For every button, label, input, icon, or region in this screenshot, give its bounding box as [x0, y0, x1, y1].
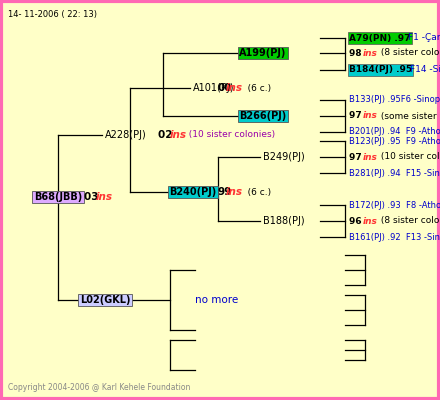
- Text: (6 c.): (6 c.): [238, 84, 271, 92]
- Text: A79(PN) .97: A79(PN) .97: [349, 34, 411, 42]
- Text: 00: 00: [218, 83, 232, 93]
- Text: F14 -Sinop62R: F14 -Sinop62R: [410, 66, 440, 74]
- Text: B281(PJ) .94  F15 -Sinop62R: B281(PJ) .94 F15 -Sinop62R: [349, 168, 440, 178]
- Text: B184(PJ) .95: B184(PJ) .95: [349, 66, 412, 74]
- Text: ins: ins: [170, 130, 187, 140]
- Text: (10 sister colonies): (10 sister colonies): [183, 130, 275, 140]
- Text: ins: ins: [226, 83, 243, 93]
- Text: B123(PJ) .95  F9 -AthosSt80R: B123(PJ) .95 F9 -AthosSt80R: [349, 136, 440, 146]
- Text: no more: no more: [195, 295, 238, 305]
- Text: ins: ins: [363, 216, 378, 226]
- Text: (8 sister colonies): (8 sister colonies): [378, 216, 440, 226]
- Text: L02(GKL): L02(GKL): [80, 295, 130, 305]
- Text: ins: ins: [226, 187, 243, 197]
- Text: 02: 02: [158, 130, 176, 140]
- Text: (10 sister colonies): (10 sister colonies): [378, 152, 440, 162]
- Text: 97: 97: [349, 112, 365, 120]
- Text: (6 c.): (6 c.): [238, 188, 271, 196]
- Text: B133(PJ) .95F6 -SinopEgg86R: B133(PJ) .95F6 -SinopEgg86R: [349, 96, 440, 104]
- Text: 99: 99: [218, 187, 232, 197]
- Text: ins: ins: [363, 112, 378, 120]
- Text: B201(PJ) .94  F9 -AthosSt80R: B201(PJ) .94 F9 -AthosSt80R: [349, 128, 440, 136]
- Text: (some sister colonies): (some sister colonies): [378, 112, 440, 120]
- Text: B249(PJ): B249(PJ): [263, 152, 305, 162]
- Text: ins: ins: [363, 152, 378, 162]
- Text: 97: 97: [349, 152, 365, 162]
- Text: B161(PJ) .92  F13 -Sinop62R: B161(PJ) .92 F13 -Sinop62R: [349, 232, 440, 242]
- Text: A101(PJ): A101(PJ): [193, 83, 235, 93]
- Text: (8 sister colonies): (8 sister colonies): [378, 48, 440, 58]
- Text: 96: 96: [349, 216, 365, 226]
- Text: B240(PJ): B240(PJ): [169, 187, 216, 197]
- Text: 03: 03: [84, 192, 102, 202]
- Text: ins: ins: [363, 48, 378, 58]
- Text: 98: 98: [349, 48, 365, 58]
- Text: A228(PJ): A228(PJ): [105, 130, 147, 140]
- Text: ins: ins: [96, 192, 113, 202]
- Text: 14- 11-2006 ( 22: 13): 14- 11-2006 ( 22: 13): [8, 10, 97, 19]
- Text: Copyright 2004-2006 @ Karl Kehele Foundation: Copyright 2004-2006 @ Karl Kehele Founda…: [8, 383, 191, 392]
- Text: B188(PJ): B188(PJ): [263, 216, 304, 226]
- Text: B68(JBB): B68(JBB): [34, 192, 82, 202]
- Text: F1 -Çankiri97R: F1 -Çankiri97R: [408, 34, 440, 42]
- Text: B172(PJ) .93  F8 -AthosSt80R: B172(PJ) .93 F8 -AthosSt80R: [349, 200, 440, 210]
- Text: A199(PJ): A199(PJ): [239, 48, 287, 58]
- Text: B266(PJ): B266(PJ): [239, 111, 286, 121]
